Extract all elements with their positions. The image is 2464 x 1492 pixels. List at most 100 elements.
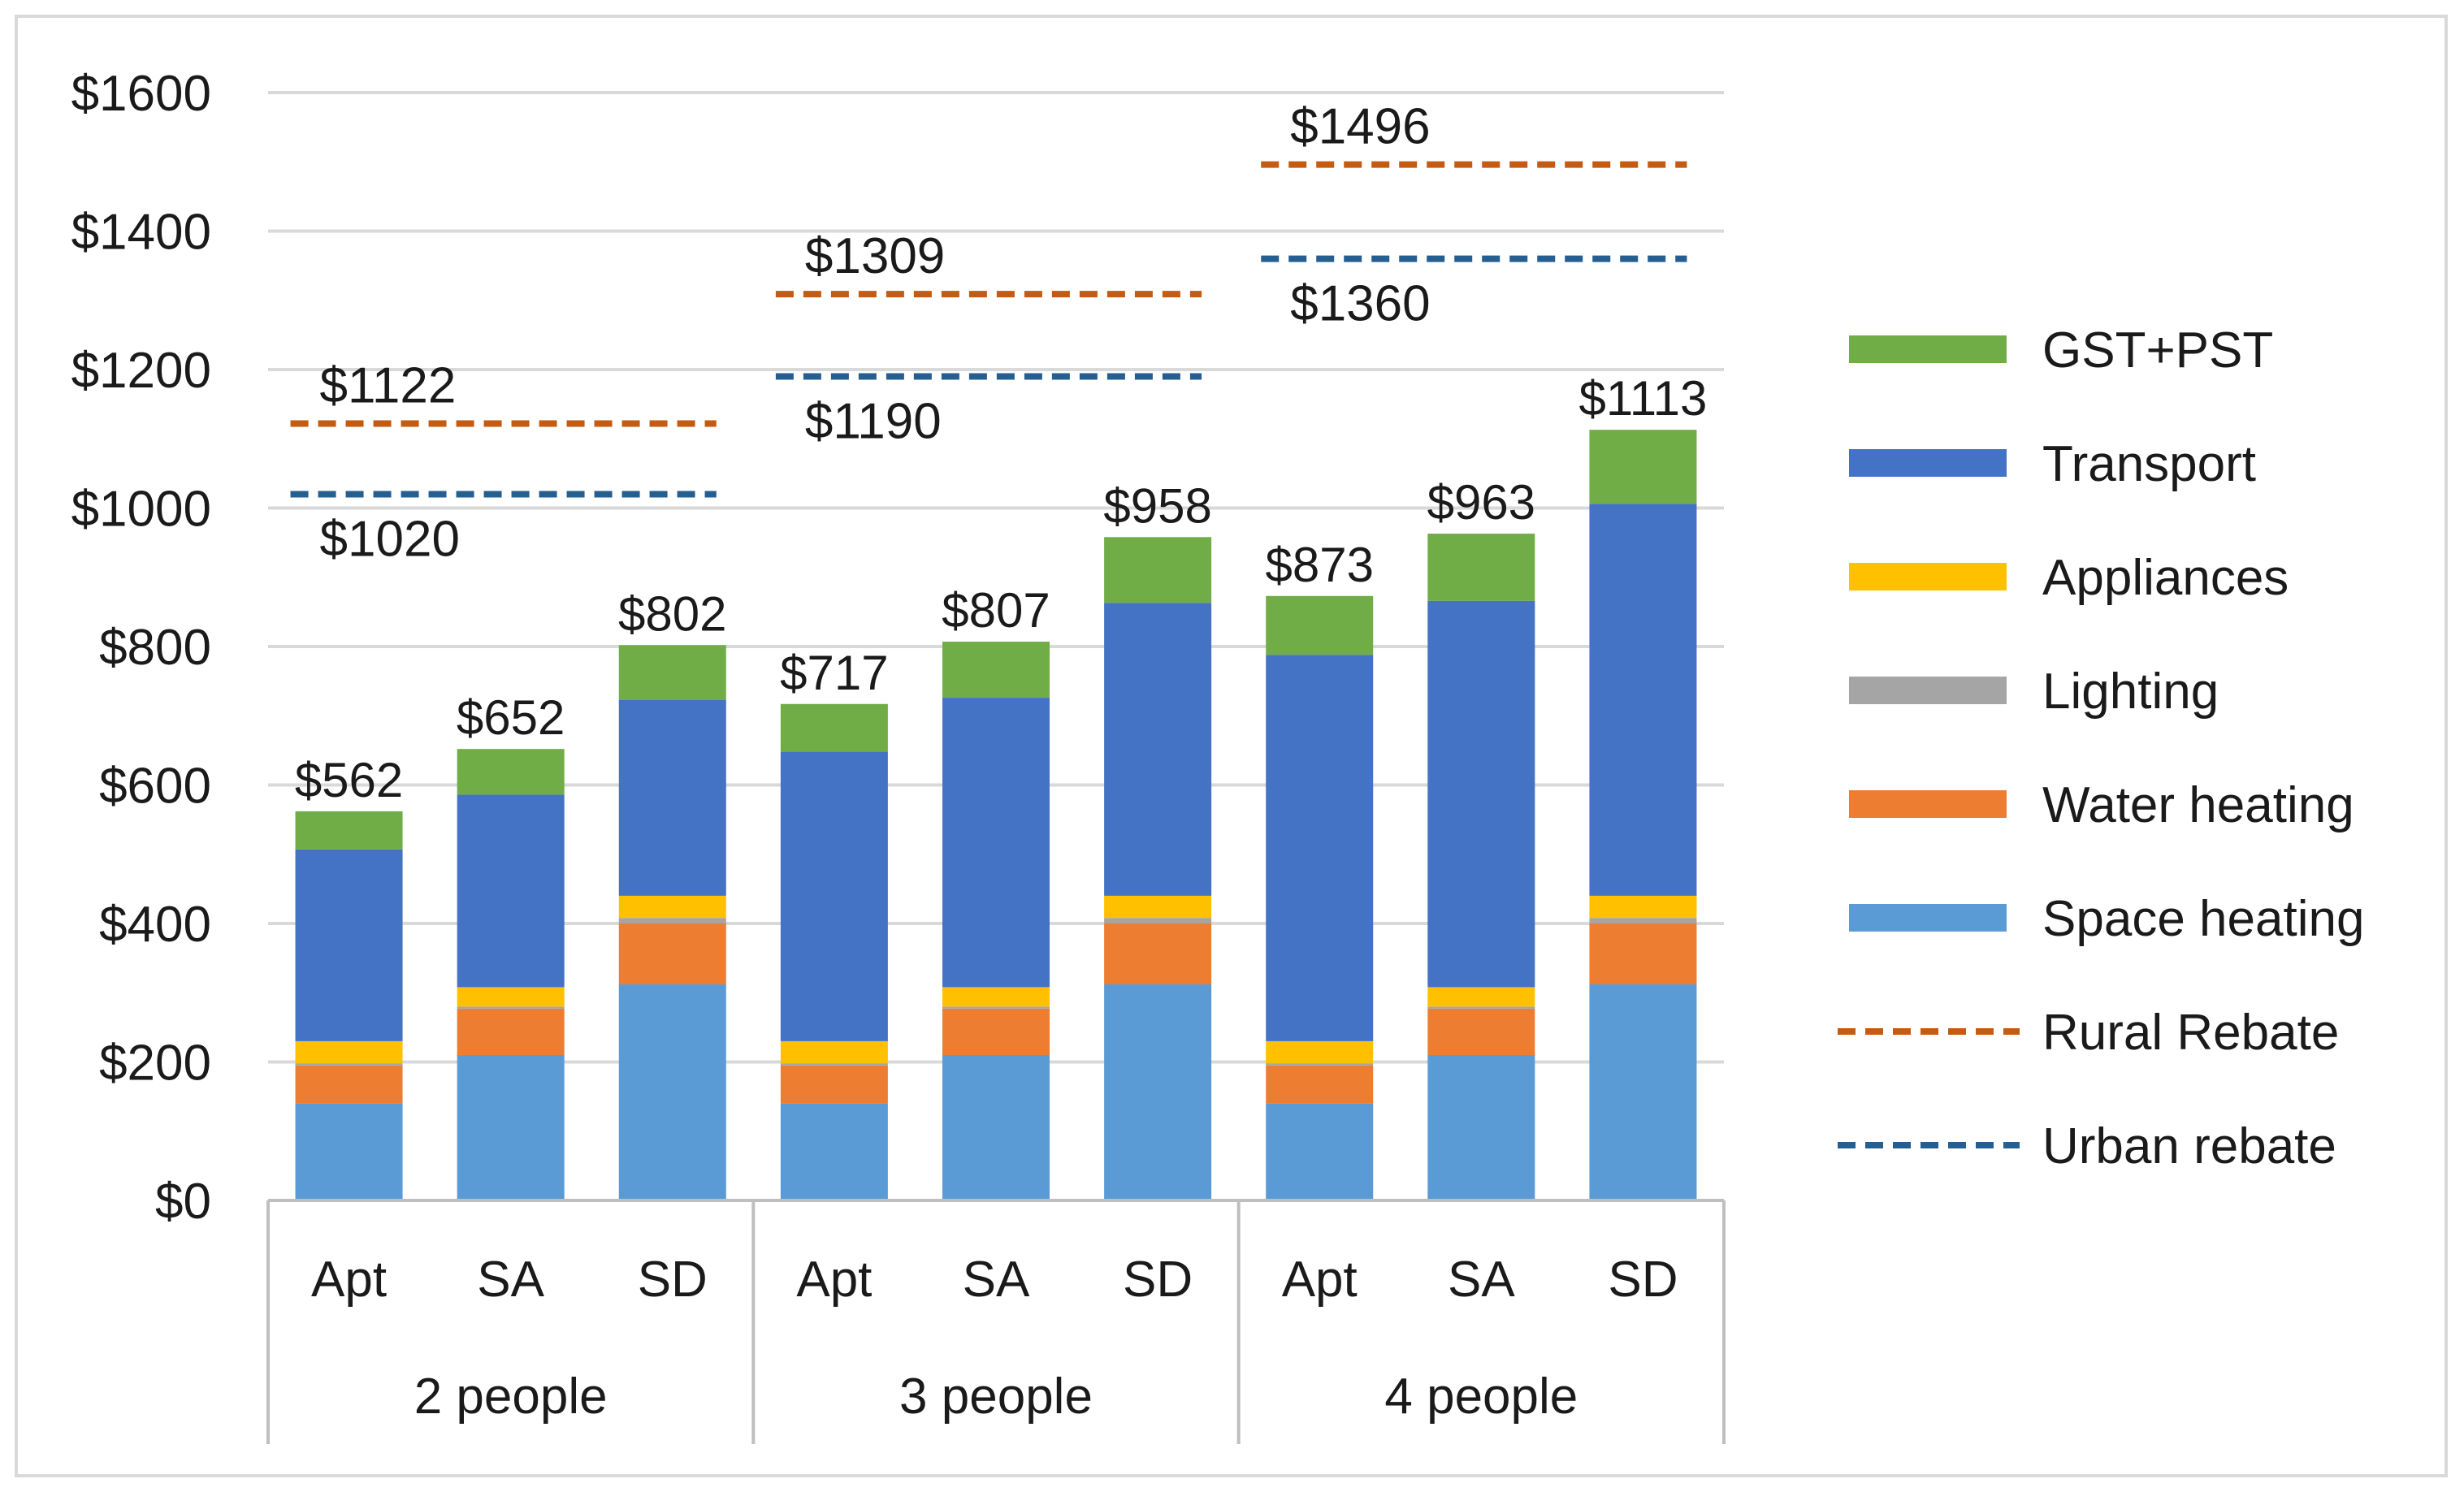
y-axis-ticks: $0 $200 $400 $600 $800 $1000 $1200 $1400 $1600 <box>71 66 211 1230</box>
bar-segment-gst-pst <box>1104 537 1212 603</box>
bar-segment-water-heating <box>457 1008 565 1055</box>
y-tick-label: $600 <box>99 759 211 815</box>
bar-segment-lighting <box>942 1006 1050 1009</box>
total-label: $958 <box>1103 478 1211 533</box>
group-label: 3 people <box>899 1369 1093 1425</box>
category-label: SD <box>1123 1252 1193 1308</box>
bar-segment-water-heating <box>1266 1065 1374 1104</box>
legend-label-lighting: Lighting <box>2042 664 2219 720</box>
rural-rebate-label: $1496 <box>1290 99 1430 155</box>
bar-segment-gst-pst <box>1589 430 1697 504</box>
bar-segment-transport <box>1266 655 1374 1041</box>
total-labels: $562 $652 $802 $717 $807 $958 $873 $963 $1113 <box>295 371 1708 807</box>
legend-label-transport: Transport <box>2042 436 2256 492</box>
rural-rebate-label: $1122 <box>320 357 457 413</box>
legend-label-water-heating: Water heating <box>2042 777 2354 833</box>
rebate-lines: $1122 $1309 $1496 $1020 $1190 $1360 <box>290 99 1687 567</box>
legend-label-gst-pst: GST+PST <box>2042 322 2273 378</box>
bar-segment-water-heating <box>1104 923 1212 985</box>
legend-label-appliances: Appliances <box>2042 550 2289 606</box>
bar-segment-gst-pst <box>1427 534 1535 601</box>
stacked-bar-chart: $0 $200 $400 $600 $800 $1000 $1200 $1400 $1600 $… <box>71 66 2364 1444</box>
group-label: 2 people <box>414 1369 608 1425</box>
bar-segment-transport <box>457 794 565 988</box>
bars <box>295 430 1697 1200</box>
y-tick-label: $1600 <box>71 66 211 122</box>
y-tick-label: $400 <box>99 897 211 953</box>
y-tick-label: $200 <box>99 1036 211 1092</box>
bar-segment-space-heating <box>1104 984 1212 1200</box>
legend-swatch-space-heating <box>1849 904 2007 932</box>
total-label: $963 <box>1427 475 1535 530</box>
bar-segment-appliances <box>942 987 1050 1007</box>
group-label: 4 people <box>1384 1369 1578 1425</box>
y-tick-label: $1000 <box>71 482 211 538</box>
category-label: SA <box>963 1252 1030 1308</box>
category-label: SA <box>477 1252 544 1308</box>
y-tick-label: $1200 <box>71 343 211 399</box>
bar-segment-appliances <box>618 895 726 919</box>
bar-segment-lighting <box>295 1063 403 1066</box>
bar-segment-lighting <box>1266 1063 1374 1066</box>
bar-segment-appliances <box>780 1040 888 1064</box>
chart-frame: $0 $200 $400 $600 $800 $1000 $1200 $1400 $1600 $… <box>15 15 2448 1477</box>
legend-swatch-transport <box>1849 449 2007 477</box>
bar-segment-transport <box>1589 504 1697 896</box>
bar-segment-water-heating <box>1427 1008 1535 1055</box>
bar-segment-appliances <box>295 1040 403 1064</box>
x-axis: 2 people 3 people 4 people Apt SA SD Apt SA SD Ap… <box>266 1199 1726 1444</box>
category-label: Apt <box>796 1252 872 1308</box>
urban-rebate-label: $1190 <box>805 394 942 450</box>
bar-segment-gst-pst <box>295 811 403 850</box>
bar-segment-space-heating <box>618 984 726 1200</box>
legend-label-urban-rebate: Urban rebate <box>2042 1118 2336 1174</box>
bar-segment-space-heating <box>1589 984 1697 1200</box>
bar-segment-space-heating <box>942 1054 1050 1200</box>
total-label: $802 <box>618 586 726 641</box>
category-label: Apt <box>1282 1252 1358 1308</box>
bar-segment-transport <box>780 751 888 1041</box>
bar-segment-transport <box>1427 600 1535 988</box>
bar-segment-appliances <box>1104 895 1212 919</box>
bar-segment-water-heating <box>780 1065 888 1104</box>
bar-segment-appliances <box>1266 1040 1374 1064</box>
bar-segment-water-heating <box>1589 923 1697 985</box>
category-label: SD <box>638 1252 708 1308</box>
bar-segment-lighting <box>1589 918 1697 923</box>
bar-segment-lighting <box>780 1063 888 1066</box>
legend-swatch-water-heating <box>1849 790 2007 818</box>
bar-segment-space-heating <box>780 1103 888 1200</box>
total-label: $807 <box>942 583 1050 638</box>
bar-segment-gst-pst <box>780 703 888 752</box>
urban-rebate-label: $1360 <box>1290 276 1430 332</box>
rural-rebate-label: $1309 <box>805 228 945 284</box>
bar-segment-lighting <box>1427 1006 1535 1009</box>
category-label: SA <box>1448 1252 1515 1308</box>
legend-label-rural-rebate: Rural Rebate <box>2042 1005 2339 1061</box>
bar-segment-space-heating <box>457 1054 565 1200</box>
bar-segment-transport <box>1104 603 1212 896</box>
bar-segment-space-heating <box>295 1103 403 1200</box>
bar-segment-transport <box>618 699 726 896</box>
legend: GST+PST Transport Appliances Lighting Water … <box>1838 322 2364 1174</box>
total-label: $1113 <box>1578 371 1707 426</box>
bar-segment-transport <box>942 698 1050 988</box>
bar-segment-water-heating <box>618 923 726 985</box>
total-label: $873 <box>1265 538 1373 592</box>
bar-segment-gst-pst <box>457 749 565 795</box>
bar-segment-space-heating <box>1266 1103 1374 1200</box>
bar-segment-appliances <box>457 987 565 1007</box>
total-label: $717 <box>780 646 888 700</box>
legend-swatch-gst-pst <box>1849 335 2007 363</box>
bar-segment-lighting <box>1104 918 1212 923</box>
bar-segment-lighting <box>457 1006 565 1009</box>
bar-segment-gst-pst <box>618 645 726 700</box>
total-label: $562 <box>295 753 403 807</box>
y-tick-label: $800 <box>99 620 211 676</box>
legend-swatch-appliances <box>1849 563 2007 590</box>
bar-segment-appliances <box>1427 987 1535 1007</box>
y-tick-label: $0 <box>155 1174 211 1230</box>
total-label: $652 <box>457 690 565 745</box>
urban-rebate-label: $1020 <box>320 511 460 567</box>
bar-segment-gst-pst <box>942 642 1050 698</box>
